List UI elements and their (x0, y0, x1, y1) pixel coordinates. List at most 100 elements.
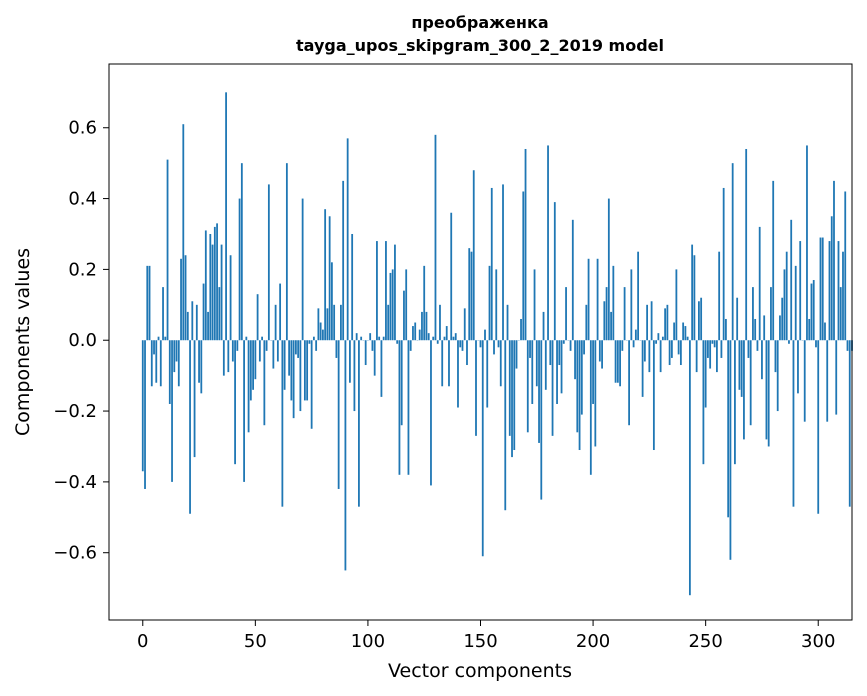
bar-component-233 (666, 304, 669, 341)
bar-component-27 (202, 283, 205, 341)
bar-component-258 (722, 187, 725, 341)
bar-component-211 (616, 340, 619, 383)
bar-component-227 (652, 340, 655, 451)
bar-component-292 (799, 241, 802, 341)
bar-component-88 (340, 304, 342, 341)
bar-component-3 (148, 265, 151, 341)
bar-component-47 (247, 340, 250, 433)
bar-component-67 (292, 340, 295, 419)
bar-component-164 (511, 340, 513, 458)
bar-component-280 (772, 180, 775, 341)
bar-component-182 (551, 340, 554, 436)
bar-component-157 (495, 269, 498, 341)
bar-component-101 (369, 333, 372, 341)
bar-component-308 (835, 340, 838, 415)
x-tick-label: 0 (137, 631, 148, 652)
bar-component-5 (153, 340, 155, 355)
bar-component-36 (222, 340, 225, 376)
bar-component-6 (155, 340, 158, 383)
bar-component-150 (479, 340, 482, 348)
plot-frame (108, 63, 853, 621)
bar-component-312 (844, 191, 847, 341)
x-tick-label: 150 (463, 631, 497, 652)
bar-component-90 (344, 340, 347, 571)
bar-component-78 (317, 308, 320, 341)
bar-component-93 (351, 233, 354, 341)
bar-component-232 (664, 308, 667, 341)
bar-component-299 (815, 340, 817, 348)
bar-component-243 (688, 340, 691, 596)
bar-component-194 (578, 340, 581, 451)
bar-component-186 (560, 340, 563, 394)
bar-component-261 (729, 340, 732, 560)
bar-component-85 (333, 304, 336, 341)
bar-component-152 (484, 329, 486, 341)
bar-component-49 (252, 340, 254, 390)
bar-component-217 (630, 269, 633, 341)
bar-component-253 (711, 340, 714, 344)
bar-component-171 (526, 340, 529, 433)
bar-component-16 (177, 340, 180, 387)
bar-component-25 (198, 340, 200, 383)
bar-component-248 (700, 297, 703, 341)
bar-component-1 (144, 340, 146, 489)
bar-component-276 (763, 315, 766, 341)
bar-component-154 (488, 265, 491, 341)
bar-component-42 (236, 340, 239, 351)
bar-component-89 (342, 180, 345, 341)
bar-component-136 (448, 340, 450, 387)
bar-component-131 (436, 340, 439, 344)
bars-group (141, 92, 853, 596)
bar-component-121 (414, 322, 417, 341)
bar-component-56 (267, 184, 270, 341)
bar-component-254 (713, 340, 716, 348)
bar-component-80 (321, 329, 324, 341)
bar-component-307 (833, 180, 835, 341)
bar-component-38 (227, 340, 230, 373)
bar-component-65 (288, 340, 291, 376)
bar-component-272 (754, 318, 757, 341)
bar-component-23 (193, 340, 196, 458)
bar-component-51 (256, 294, 259, 341)
bar-component-125 (423, 265, 426, 341)
bar-component-251 (707, 340, 709, 358)
bar-component-310 (839, 287, 842, 341)
bar-component-52 (258, 340, 261, 362)
bar-component-285 (783, 269, 786, 341)
bar-component-218 (632, 340, 635, 348)
y-tick-label: 0.2 (68, 259, 97, 280)
bar-component-222 (641, 340, 644, 397)
bar-component-289 (792, 340, 795, 507)
bar-component-172 (529, 340, 531, 358)
bar-component-190 (569, 340, 572, 351)
bar-component-146 (470, 251, 473, 341)
bar-component-75 (310, 340, 313, 429)
bar-component-133 (441, 340, 444, 387)
bar-component-13 (171, 340, 173, 482)
bar-component-137 (450, 212, 453, 341)
y-tick-label: 0.6 (68, 118, 97, 139)
bar-component-143 (463, 308, 466, 341)
bar-component-30 (209, 233, 212, 341)
bar-component-104 (376, 241, 378, 341)
bar-component-183 (553, 202, 556, 341)
bar-component-84 (331, 262, 333, 341)
bar-component-250 (704, 340, 707, 408)
y-tick-label: −0.4 (53, 472, 97, 493)
bar-component-73 (306, 340, 309, 401)
bar-component-260 (727, 340, 730, 518)
bar-component-48 (249, 340, 252, 401)
bar-component-21 (189, 340, 191, 514)
bar-component-118 (407, 340, 410, 475)
x-tick-label: 300 (801, 631, 835, 652)
bar-component-166 (515, 340, 518, 369)
bar-component-17 (180, 258, 182, 341)
bar-component-170 (524, 148, 527, 341)
bar-component-112 (394, 244, 396, 341)
bar-component-130 (434, 134, 437, 341)
bar-component-41 (234, 340, 236, 465)
bar-component-119 (409, 340, 412, 351)
bar-component-197 (585, 304, 588, 341)
bar-component-262 (731, 163, 734, 341)
bar-component-18 (182, 124, 185, 341)
